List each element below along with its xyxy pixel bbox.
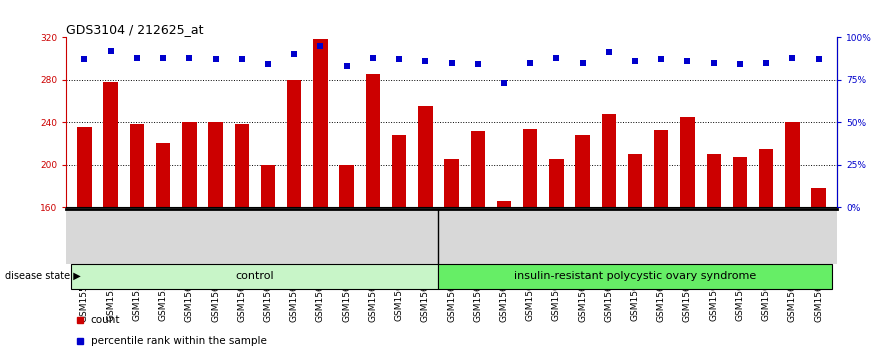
Bar	[182, 122, 196, 354]
Bar	[811, 188, 825, 354]
Point	[811, 56, 825, 62]
Bar	[575, 135, 589, 354]
Point	[130, 55, 144, 61]
Text: disease state ▶: disease state ▶	[5, 271, 81, 281]
Bar	[208, 122, 223, 354]
Text: GDS3104 / 212625_at: GDS3104 / 212625_at	[66, 23, 204, 36]
Point	[78, 56, 92, 62]
Point	[680, 58, 694, 64]
Bar	[156, 143, 170, 354]
Bar	[130, 124, 144, 354]
Bar	[785, 122, 800, 354]
Point	[733, 62, 747, 67]
Point	[234, 56, 248, 62]
Point	[497, 80, 511, 86]
Point	[523, 60, 537, 65]
Text: control: control	[235, 271, 274, 281]
Bar	[680, 117, 695, 354]
Bar	[103, 82, 118, 354]
Bar	[439, 264, 832, 289]
Point	[628, 58, 642, 64]
Point	[182, 55, 196, 61]
Bar	[733, 157, 747, 354]
Bar	[392, 135, 406, 354]
Text: insulin-resistant polycystic ovary syndrome: insulin-resistant polycystic ovary syndr…	[514, 271, 756, 281]
Bar	[470, 131, 485, 354]
Bar	[759, 149, 774, 354]
Point	[785, 55, 799, 61]
Text: count: count	[91, 315, 120, 325]
Bar	[234, 124, 249, 354]
Point	[470, 62, 485, 67]
Bar	[707, 154, 721, 354]
Point	[339, 63, 353, 69]
Point	[655, 56, 669, 62]
Text: percentile rank within the sample: percentile rank within the sample	[91, 336, 267, 346]
Bar	[602, 114, 616, 354]
Point	[602, 50, 616, 55]
Bar	[654, 130, 669, 354]
Point	[366, 55, 380, 61]
Point	[444, 60, 458, 65]
Bar	[314, 39, 328, 354]
Bar	[339, 165, 354, 354]
Bar	[523, 129, 537, 354]
Bar	[497, 201, 511, 354]
Point	[314, 43, 328, 48]
Point	[575, 60, 589, 65]
Bar	[444, 159, 459, 354]
Point	[550, 55, 564, 61]
Bar	[78, 127, 92, 354]
Point	[261, 62, 275, 67]
Point	[759, 60, 774, 65]
Point	[287, 51, 301, 57]
Bar	[287, 80, 301, 354]
Bar	[261, 165, 275, 354]
Point	[392, 56, 406, 62]
Bar	[71, 264, 439, 289]
Bar	[366, 74, 380, 354]
Point	[209, 56, 223, 62]
Point	[104, 48, 118, 53]
Point	[707, 60, 721, 65]
Bar	[418, 106, 433, 354]
Point	[418, 58, 433, 64]
Bar	[549, 159, 564, 354]
Bar	[628, 154, 642, 354]
Point	[156, 55, 170, 61]
